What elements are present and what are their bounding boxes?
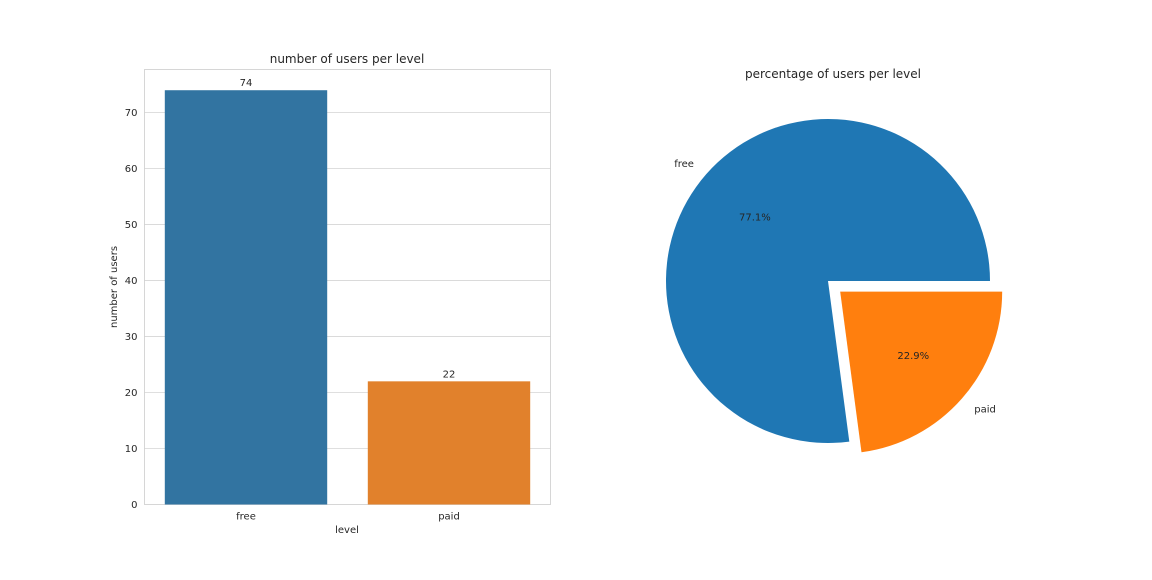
bar-chart-y-tick-label: 70 — [125, 108, 138, 119]
bar-chart-y-tick-label: 50 — [125, 220, 138, 231]
bar-chart-y-tick-label: 40 — [125, 276, 138, 287]
pie-chart-title: percentage of users per level — [745, 67, 921, 81]
bar-value-label: 74 — [240, 78, 253, 89]
bar-value-label: 22 — [443, 369, 456, 380]
bar-chart-x-tick-label: free — [236, 512, 256, 523]
bar-chart-plot-frame — [144, 69, 551, 505]
bar-chart-x-axis-label: level — [335, 525, 359, 536]
pie-slice-free — [665, 119, 990, 444]
bar-chart-x-tick-labels: free paid — [236, 512, 460, 523]
bar-chart-y-axis-label: number of users — [109, 246, 120, 328]
pie-percent-label: 22.9% — [897, 351, 929, 362]
pie-slice-paid — [840, 291, 1003, 453]
bar-chart-y-tick-label: 60 — [125, 164, 138, 175]
pie-chart-slices — [665, 119, 1003, 453]
bar-chart-y-tick-label: 10 — [125, 444, 138, 455]
pie-category-label: free — [674, 159, 694, 170]
pie-chart-labels: free 77.1% paid 22.9% — [674, 159, 996, 416]
bar-free — [164, 90, 328, 505]
bar-chart-y-tick-labels: 0 10 20 30 40 50 60 70 — [125, 108, 138, 511]
bar-paid — [367, 381, 531, 505]
bar-chart-y-tick-label: 0 — [131, 500, 137, 511]
pie-category-label: paid — [974, 405, 996, 416]
pie-percent-label: 77.1% — [739, 212, 771, 223]
bar-chart-x-tick-label: paid — [438, 512, 460, 523]
bar-chart-bars — [164, 90, 531, 505]
pie-chart: percentage of users per level free 77.1% p… — [665, 67, 1003, 453]
bar-chart-value-labels: 74 22 — [240, 78, 456, 380]
bar-chart-title: number of users per level — [270, 52, 425, 66]
bar-chart-y-tick-label: 20 — [125, 388, 138, 399]
bar-chart: number of users per level 0 10 20 30 40 50 60 7… — [109, 52, 551, 536]
bar-chart-y-tick-label: 30 — [125, 332, 138, 343]
